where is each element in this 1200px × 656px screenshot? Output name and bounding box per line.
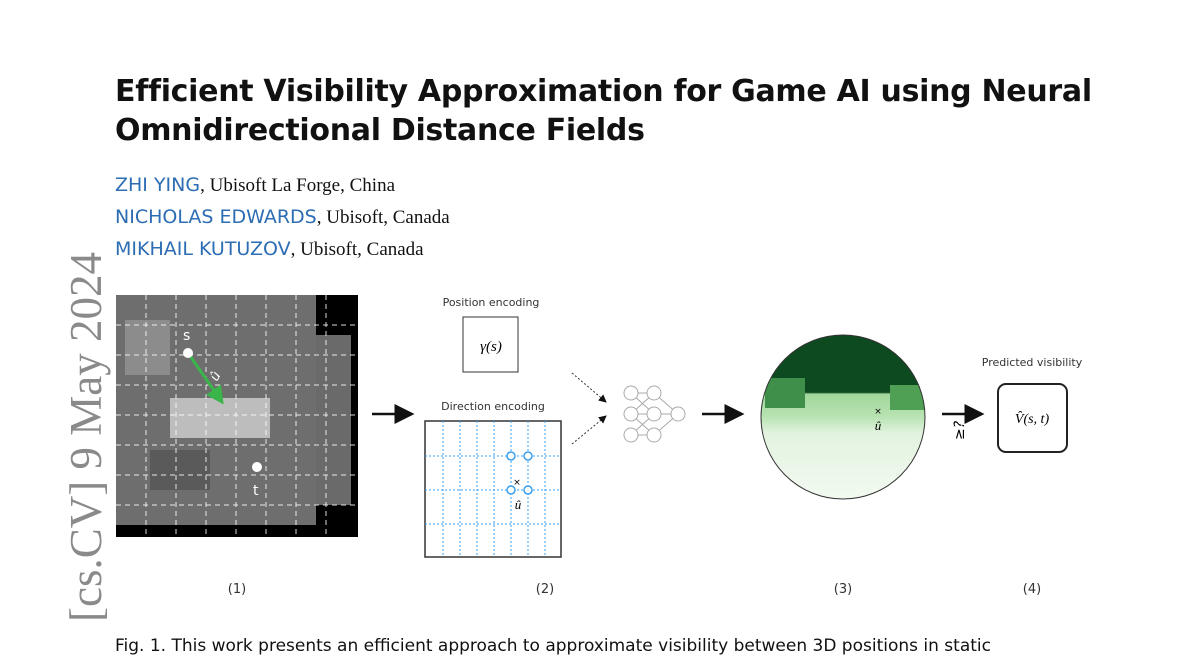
figure-caption: Fig. 1. This work presents an efficient … xyxy=(115,636,991,656)
title-line-1: Efficient Visibility Approximation for G… xyxy=(115,74,1092,109)
title-line-2: Omnidirectional Distance Fields xyxy=(115,113,645,148)
author-affiliation: , Ubisoft, Canada xyxy=(316,207,450,228)
s-label: s xyxy=(183,328,190,344)
paper-title: Efficient Visibility Approximation for G… xyxy=(115,72,1092,150)
map-panel: s t û xyxy=(116,295,358,537)
panel-label-4: (4) xyxy=(1023,582,1041,597)
svg-text:×: × xyxy=(513,478,521,488)
author-3: MIKHAIL KUTUZOV, Ubisoft, Canada xyxy=(115,238,424,261)
direction-u-label: û xyxy=(515,497,522,512)
figure-1: s t û Position encoding γ(s) Direction e… xyxy=(116,295,1083,597)
author-affiliation: , Ubisoft, Canada xyxy=(290,239,424,260)
panel-label-3: (3) xyxy=(834,582,852,597)
predicted-visibility-label: Predicted visibility xyxy=(982,356,1083,369)
target-point xyxy=(252,462,262,472)
predicted-visibility-box xyxy=(997,383,1068,453)
panel-label-1: (1) xyxy=(228,582,246,597)
author-1: ZHI YING, Ubisoft La Forge, China xyxy=(115,174,395,197)
position-encoding-label: Position encoding xyxy=(443,296,540,309)
position-encoding-box xyxy=(462,316,519,373)
threshold-label: ≥? xyxy=(952,420,968,440)
direction-encoding-label: Direction encoding xyxy=(441,400,545,413)
author-affiliation: , Ubisoft La Forge, China xyxy=(200,175,396,196)
predicted-formula: V̂(s, t) xyxy=(1015,411,1050,427)
panorama-u-label: û xyxy=(875,418,882,433)
svg-text:×: × xyxy=(874,407,882,417)
author-name[interactable]: NICHOLAS EDWARDS xyxy=(115,206,317,228)
panel-label-2: (2) xyxy=(536,582,554,597)
depth-panorama: × û xyxy=(760,334,926,500)
author-name[interactable]: MIKHAIL KUTUZOV xyxy=(115,238,291,260)
author-name[interactable]: ZHI YING xyxy=(115,174,201,196)
neural-network-icon xyxy=(623,385,686,443)
source-point xyxy=(183,348,193,358)
direction-grid: × û xyxy=(424,420,562,558)
author-2: NICHOLAS EDWARDS, Ubisoft, Canada xyxy=(115,206,450,229)
position-encoding-formula: γ(s) xyxy=(480,339,502,355)
t-label: t xyxy=(253,483,259,499)
